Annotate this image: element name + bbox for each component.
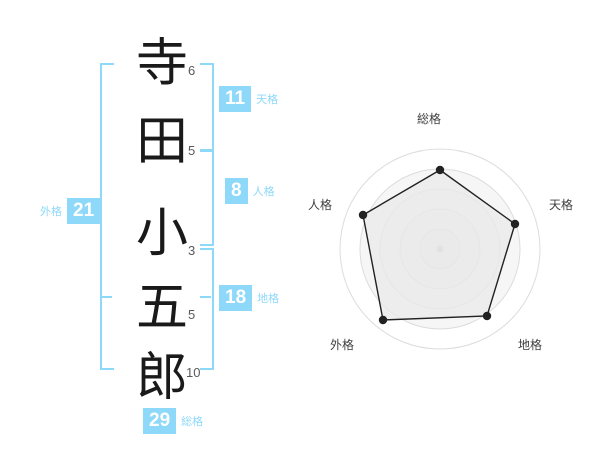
stroke-count-4: 5 (188, 307, 196, 322)
radar-axis-label-jinkaku: 人格 (308, 198, 333, 212)
radar-axis-label-gaikaku: 外格 (330, 338, 355, 352)
stroke-count-3: 3 (188, 243, 196, 258)
radar-point-gaikaku (378, 315, 388, 325)
bracket-tenkaku (200, 63, 214, 151)
badge-chikaku-value: 18 (219, 285, 253, 311)
badge-soukaku-value: 29 (143, 408, 177, 434)
radar-point-jinkaku (358, 210, 368, 220)
radar-svg (339, 148, 541, 350)
badge-jinkaku-label: 人格 (252, 185, 275, 198)
radar-axis-label-tenkaku: 天格 (549, 198, 574, 212)
radar-point-tenkaku (510, 219, 520, 229)
badge-soukaku[interactable]: 29 総格 (143, 408, 203, 434)
badge-soukaku-label: 総格 (181, 415, 204, 428)
radar-axis-label-soukaku: 総格 (417, 112, 442, 126)
name-strokes-diagram: 寺 田 小 五 郎 6 5 3 5 10 11 天格 8 人格 18 地格 (40, 34, 279, 434)
bracket-chikaku (200, 248, 214, 370)
kanji-char-3: 小 (135, 204, 188, 264)
stroke-count-2: 5 (188, 143, 196, 158)
badge-gaikaku[interactable]: 外格 21 (40, 198, 101, 224)
radar-data-points (358, 165, 520, 325)
kanji-char-2: 田 (135, 112, 188, 172)
radar-point-chikaku (482, 311, 492, 321)
badge-tenkaku-value: 11 (219, 86, 252, 112)
kakusu-radar-chart: 総格 天格 地格 外格 人格 (300, 100, 590, 390)
kanji-char-5: 郎 (135, 348, 188, 408)
kanji-char-4: 五 (135, 278, 188, 338)
badge-tenkaku-label: 天格 (256, 93, 279, 106)
stroke-count-1: 6 (188, 63, 196, 78)
badge-tenkaku[interactable]: 11 天格 (219, 86, 278, 112)
radar-axis-label-chikaku: 地格 (518, 338, 543, 352)
bracket-gaikaku-tick (101, 296, 112, 298)
bracket-gaikaku (100, 63, 114, 370)
radar-point-soukaku (435, 165, 445, 175)
badge-chikaku[interactable]: 18 地格 (219, 285, 279, 311)
badge-chikaku-label: 地格 (257, 292, 280, 305)
badge-gaikaku-value: 21 (67, 198, 101, 224)
badge-jinkaku[interactable]: 8 人格 (225, 178, 275, 204)
badge-gaikaku-label: 外格 (40, 205, 62, 218)
stroke-count-5: 10 (186, 365, 201, 380)
bracket-jinkaku (200, 150, 214, 246)
bracket-chikaku-tick (200, 296, 211, 298)
kanji-char-1: 寺 (135, 34, 188, 94)
radar-data-polygon (362, 169, 516, 321)
badge-jinkaku-value: 8 (225, 178, 248, 204)
